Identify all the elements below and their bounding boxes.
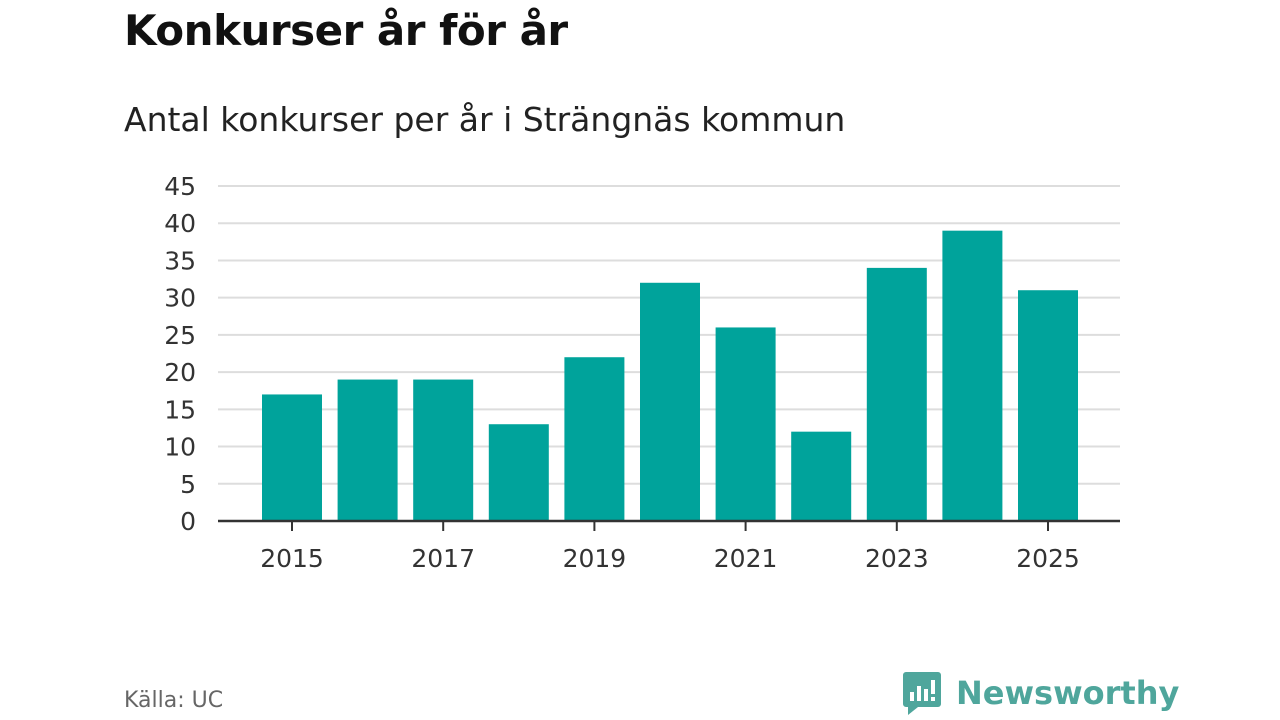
bar-2020[interactable]: [640, 282, 700, 521]
x-tick-label: 2025: [1016, 544, 1080, 573]
y-tick-label: 10: [164, 433, 196, 462]
x-tick-label: 2021: [714, 544, 778, 573]
brand-logo[interactable]: Newsworthy: [902, 670, 1179, 716]
bar-2021[interactable]: [715, 327, 776, 521]
y-tick-label: 5: [180, 470, 196, 499]
y-tick-label: 35: [164, 246, 196, 275]
bar-2018[interactable]: [488, 424, 549, 521]
y-tick-label: 45: [164, 172, 196, 201]
x-tick-labels: 2015 2017 2019 2021 2023 2025: [260, 544, 1080, 573]
bar-2025[interactable]: [1018, 290, 1078, 521]
y-tick-label: 40: [164, 209, 196, 238]
y-tick-label: 15: [164, 395, 196, 424]
bars: [262, 230, 1078, 521]
y-tick-label: 20: [164, 358, 196, 387]
y-tick-labels: 0 5 10 15 20 25 30 35 40 45: [164, 172, 196, 536]
y-tick-label: 25: [164, 321, 196, 350]
y-tick-label: 0: [180, 507, 196, 536]
x-axis: [218, 519, 1120, 531]
bar-2023[interactable]: [866, 267, 927, 521]
chart-title: Konkurser år för år: [124, 6, 568, 55]
x-tick-label: 2015: [260, 544, 324, 573]
y-tick-label: 30: [164, 284, 196, 313]
x-tick-label: 2023: [865, 544, 929, 573]
bar-2019[interactable]: [564, 357, 625, 521]
chart-subtitle: Antal konkurser per år i Strängnäs kommu…: [124, 100, 846, 139]
bar-2024[interactable]: [942, 230, 1003, 521]
x-tick-label: 2019: [563, 544, 627, 573]
source-note: Källa: UC: [124, 688, 224, 713]
x-tick-label: 2017: [411, 544, 475, 573]
bar-2015[interactable]: [262, 394, 322, 521]
bar-2017[interactable]: [413, 379, 474, 521]
brand-name: Newsworthy: [956, 674, 1180, 712]
bar-2022[interactable]: [791, 431, 852, 521]
newsworthy-logo-icon: [903, 672, 941, 715]
bar-2016[interactable]: [337, 379, 398, 521]
